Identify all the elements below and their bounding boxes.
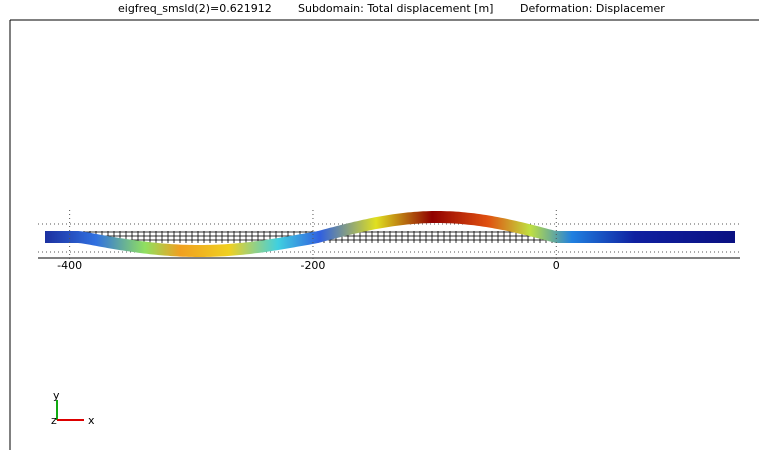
x-tick-label: 0 [553, 259, 560, 272]
triad-y-label: y [53, 389, 60, 402]
triad-z-label: z [51, 414, 57, 427]
plot-title: eigfreq_smsld(2)=0.621912 Subdomain: Tot… [118, 2, 665, 15]
title-deformation: Deformation: Displacemer [520, 2, 665, 15]
axis-triad: y z x [51, 389, 95, 427]
plot-window: eigfreq_smsld(2)=0.621912 Subdomain: Tot… [0, 0, 759, 450]
title-frequency: eigfreq_smsld(2)=0.621912 [118, 2, 272, 15]
x-tick-label: -400 [57, 259, 82, 272]
triad-x-label: x [88, 414, 95, 427]
title-subdomain: Subdomain: Total displacement [m] [298, 2, 493, 15]
x-tick-label: -200 [300, 259, 325, 272]
